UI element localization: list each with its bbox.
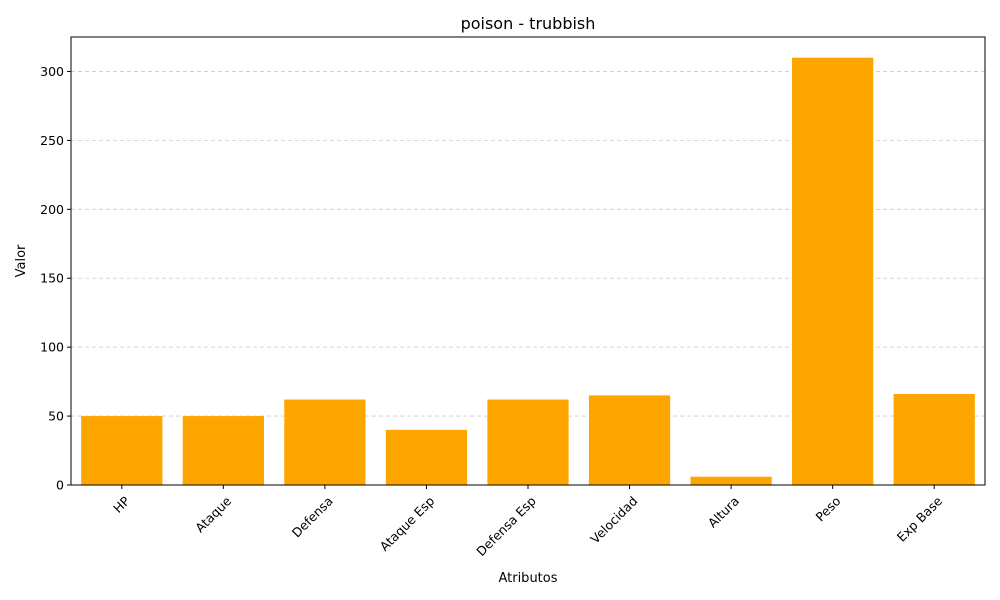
x-tick-label: HP bbox=[110, 493, 133, 516]
bar-defensa bbox=[284, 399, 366, 485]
x-tick-label: Peso bbox=[812, 493, 843, 524]
y-axis-ticks: 0 50 100 150 200 250 300 bbox=[40, 64, 71, 493]
y-axis-label: Valor bbox=[14, 244, 29, 277]
x-tick-label: Velocidad bbox=[587, 493, 640, 546]
x-axis-ticks: HP Ataque Defensa Ataque Esp Defensa Esp Velo… bbox=[110, 485, 945, 559]
x-tick-label: Defensa bbox=[289, 493, 336, 540]
y-tick-label: 100 bbox=[40, 340, 64, 355]
x-axis-label: Atributos bbox=[498, 571, 557, 586]
y-tick-label: 0 bbox=[56, 478, 64, 493]
chart-title: poison - trubbish bbox=[461, 14, 596, 33]
bar-ataque-esp bbox=[385, 429, 468, 485]
x-tick-label: Exp Base bbox=[894, 493, 946, 545]
bar-altura bbox=[690, 476, 772, 485]
bar-velocidad bbox=[588, 395, 671, 485]
x-tick-label: Defensa Esp bbox=[473, 493, 539, 559]
y-tick-label: 300 bbox=[40, 64, 64, 79]
bar-ataque bbox=[182, 416, 264, 485]
x-tick-label: Ataque bbox=[192, 493, 234, 535]
bar-defensa-esp bbox=[487, 399, 569, 485]
x-tick-label: Altura bbox=[705, 493, 742, 530]
bars-layer bbox=[81, 57, 975, 486]
y-tick-label: 50 bbox=[48, 409, 64, 424]
y-tick-label: 150 bbox=[40, 271, 64, 286]
bar-peso bbox=[792, 57, 874, 486]
bar-exp-base bbox=[893, 394, 975, 485]
y-tick-label: 250 bbox=[40, 133, 64, 148]
bar-hp bbox=[81, 416, 163, 485]
y-tick-label: 200 bbox=[40, 202, 64, 217]
x-tick-label: Ataque Esp bbox=[377, 493, 438, 554]
